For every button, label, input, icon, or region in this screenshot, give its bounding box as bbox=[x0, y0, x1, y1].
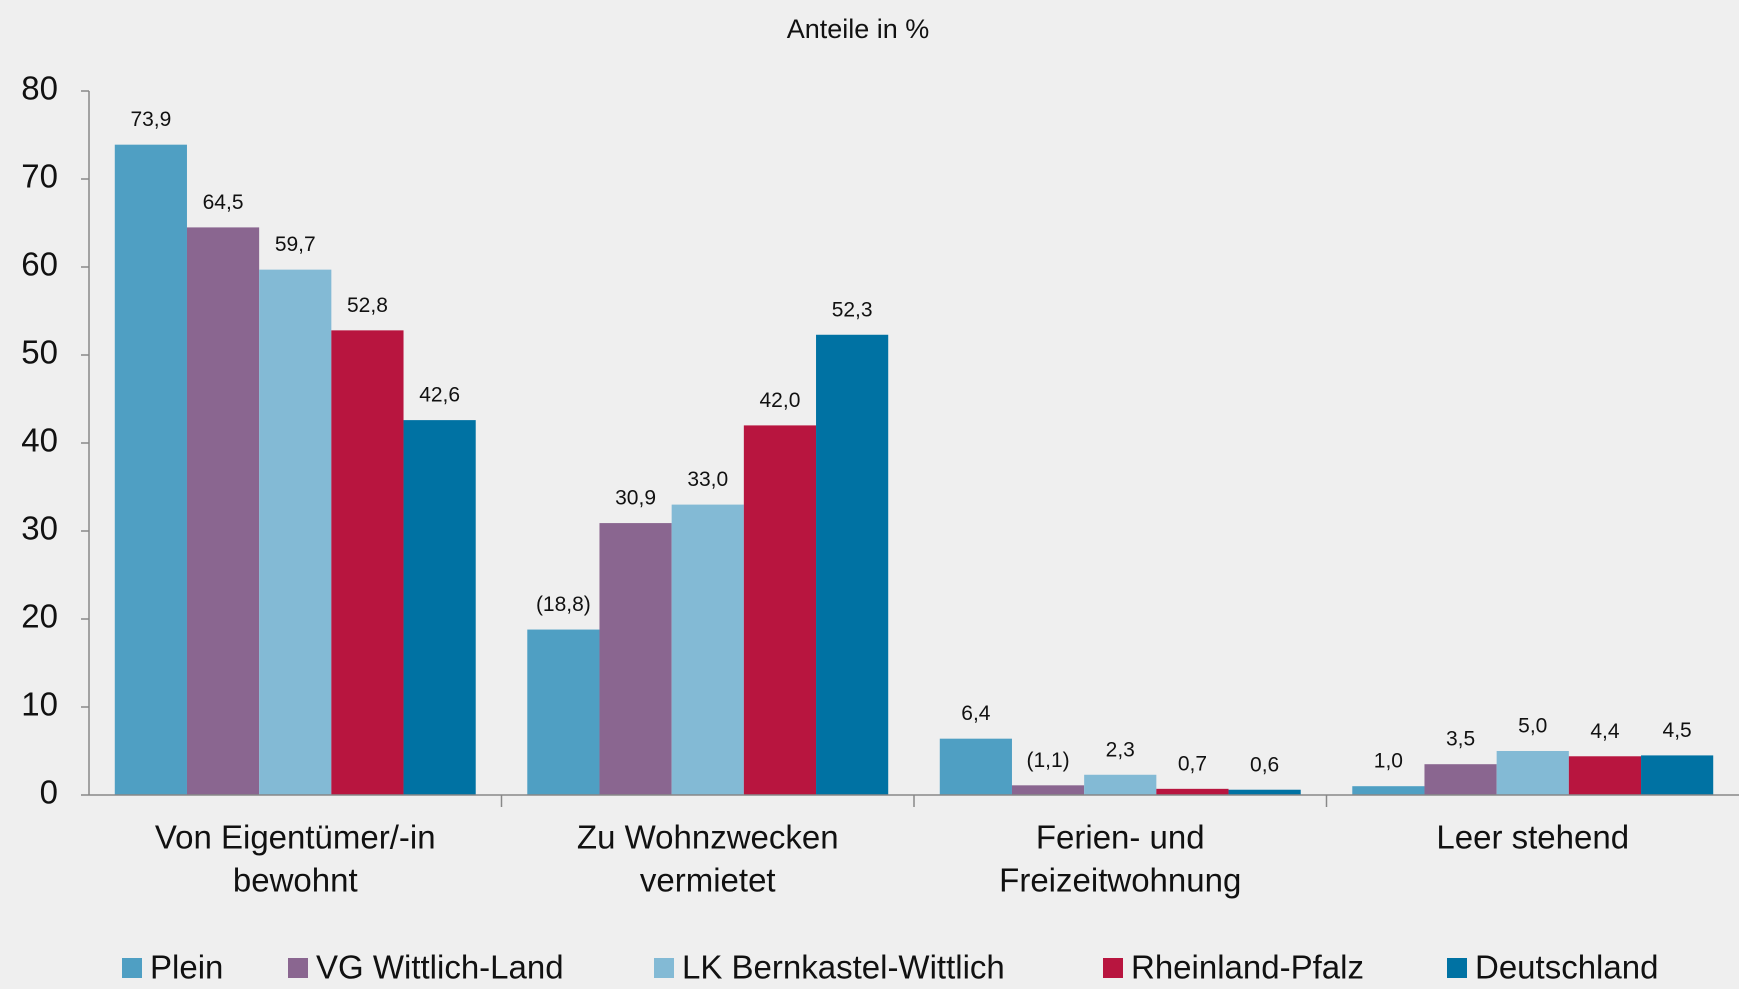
legend-swatch bbox=[288, 958, 308, 978]
data-label: 73,9 bbox=[130, 108, 171, 131]
data-label: 4,4 bbox=[1590, 720, 1620, 743]
bar bbox=[1496, 751, 1569, 795]
y-tick-label: 50 bbox=[21, 334, 58, 371]
bar bbox=[1156, 788, 1229, 795]
legend-label: VG Wittlich-Land bbox=[316, 949, 564, 986]
x-tick-label: Zu Wohnzwecken bbox=[577, 819, 839, 856]
x-tick-label: Ferien- und bbox=[1036, 819, 1205, 856]
data-label: 0,7 bbox=[1178, 752, 1207, 775]
data-label: 30,9 bbox=[615, 487, 656, 510]
y-tick-label: 40 bbox=[21, 422, 58, 459]
data-label: (18,8) bbox=[536, 593, 591, 616]
legend-swatch bbox=[122, 958, 142, 978]
y-tick-label: 20 bbox=[21, 598, 58, 635]
data-label: 33,0 bbox=[687, 468, 728, 491]
data-label: 5,0 bbox=[1518, 715, 1547, 738]
data-label: 4,5 bbox=[1663, 719, 1692, 742]
y-tick-label: 80 bbox=[21, 70, 58, 107]
data-label: (1,1) bbox=[1026, 749, 1069, 772]
legend-label: LK Bernkastel-Wittlich bbox=[682, 949, 1005, 986]
bar bbox=[1568, 756, 1642, 795]
bar bbox=[1011, 785, 1085, 795]
data-label: 59,7 bbox=[275, 233, 316, 256]
x-tick-label: Freizeitwohnung bbox=[999, 862, 1241, 899]
bar bbox=[1084, 774, 1157, 795]
bar bbox=[114, 144, 187, 795]
x-tick-label: vermietet bbox=[640, 862, 776, 899]
data-label: 1,0 bbox=[1374, 750, 1403, 773]
bar bbox=[331, 330, 404, 795]
legend-label: Rheinland-Pfalz bbox=[1131, 949, 1364, 986]
data-label: 52,3 bbox=[832, 298, 873, 321]
bar bbox=[1424, 764, 1497, 795]
legend-label: Deutschland bbox=[1475, 949, 1658, 986]
y-tick-label: 10 bbox=[21, 686, 58, 723]
data-label: 64,5 bbox=[203, 191, 244, 214]
bar bbox=[186, 227, 260, 795]
x-tick-label: Von Eigentümer/-in bbox=[155, 819, 436, 856]
bar bbox=[671, 504, 744, 795]
bar bbox=[743, 425, 817, 795]
bar bbox=[1641, 755, 1714, 795]
bar bbox=[403, 420, 476, 795]
bar bbox=[816, 334, 889, 795]
bar bbox=[939, 738, 1012, 795]
chart-title: Anteile in % bbox=[787, 14, 930, 44]
data-label: 0,6 bbox=[1250, 753, 1279, 776]
legend-label: Plein bbox=[150, 949, 223, 986]
x-tick-label: Leer stehend bbox=[1436, 819, 1629, 856]
data-label: 6,4 bbox=[961, 702, 991, 725]
y-tick-label: 70 bbox=[21, 158, 58, 195]
legend-swatch bbox=[1447, 958, 1467, 978]
bar bbox=[1228, 789, 1301, 795]
x-tick-label: bewohnt bbox=[233, 862, 358, 899]
y-tick-label: 0 bbox=[40, 774, 58, 811]
data-label: 42,6 bbox=[419, 384, 460, 407]
data-label: 3,5 bbox=[1446, 728, 1475, 751]
data-label: 42,0 bbox=[760, 389, 801, 412]
y-tick-label: 30 bbox=[21, 510, 58, 547]
legend-swatch bbox=[654, 958, 674, 978]
legend-swatch bbox=[1103, 958, 1123, 978]
y-tick-label: 60 bbox=[21, 246, 58, 283]
data-label: 2,3 bbox=[1106, 738, 1135, 761]
bar bbox=[599, 523, 672, 795]
data-label: 52,8 bbox=[347, 294, 388, 317]
bar bbox=[1352, 786, 1425, 795]
bar bbox=[259, 269, 332, 795]
bar bbox=[527, 629, 600, 795]
